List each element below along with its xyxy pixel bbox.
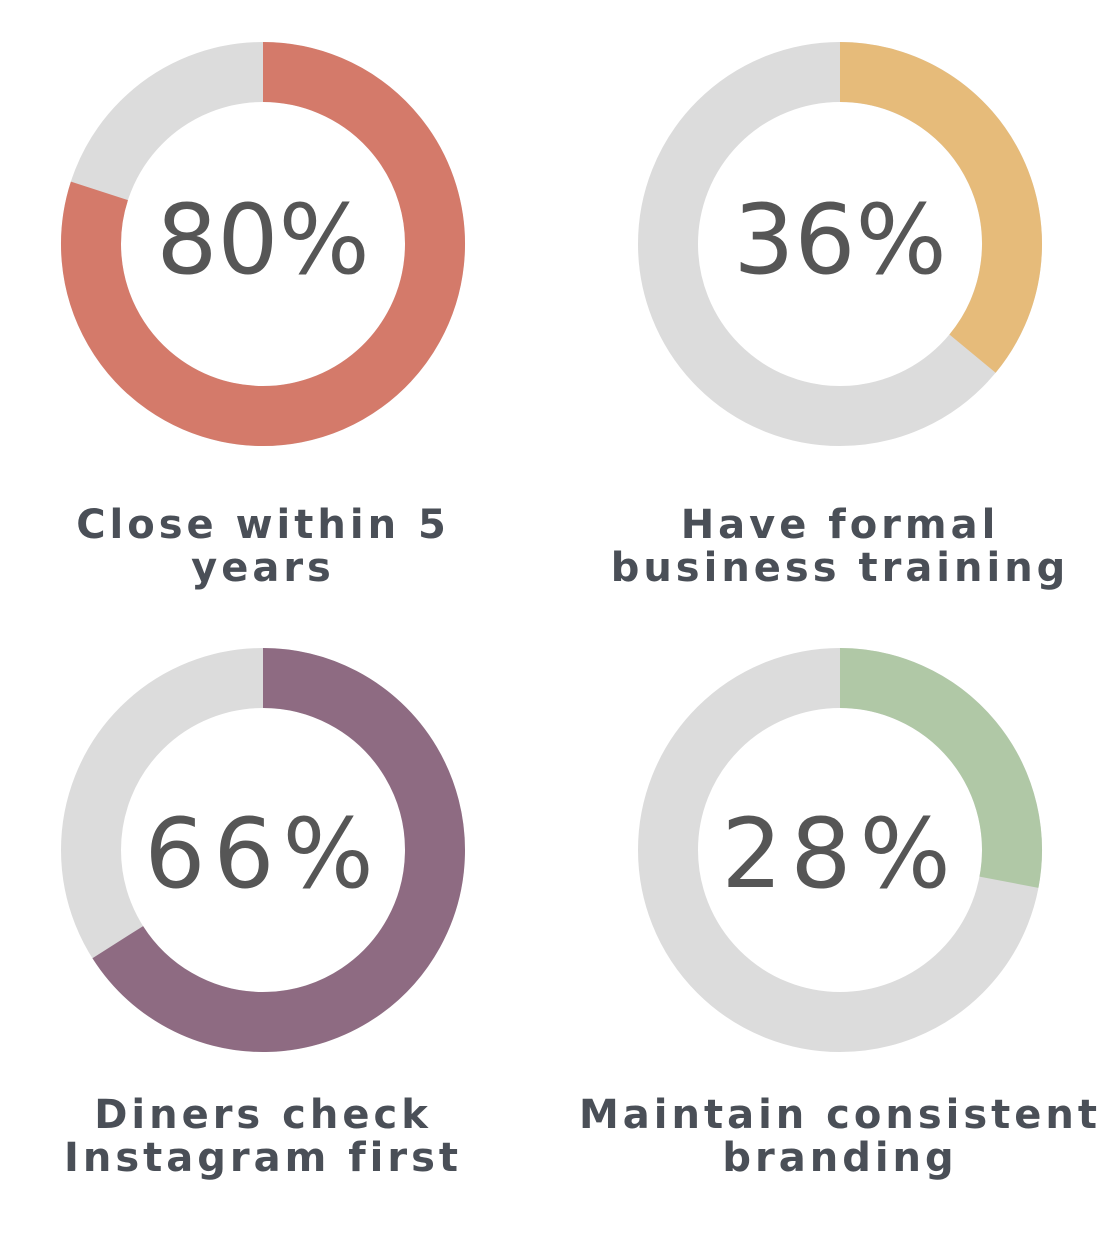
donut-center-percent: 66% xyxy=(144,798,382,910)
donut-center-percent: 36% xyxy=(733,184,947,296)
donut-center-percent: 80% xyxy=(156,184,370,296)
donut-label-line-2: years xyxy=(191,545,335,591)
donut-arc-value xyxy=(839,648,1042,888)
donut-chart-4 xyxy=(638,648,1042,1052)
donut-label-line-2: Instagram first xyxy=(63,1135,462,1181)
donut-arc-value xyxy=(839,42,1042,373)
donut-label: Have formal business training xyxy=(560,504,1117,590)
donut-chart-3 xyxy=(61,648,465,1052)
donut-arc-value xyxy=(92,648,465,1052)
donut-label-line-2: branding xyxy=(722,1135,958,1181)
donut-center-percent: 28% xyxy=(721,798,959,910)
donut-chart-1 xyxy=(61,42,465,446)
donut-label-line-1: Maintain consistent xyxy=(578,1092,1102,1138)
donut-chart-2 xyxy=(638,42,1042,446)
donut-arc-value xyxy=(61,42,465,446)
donut-label-line-1: Have formal xyxy=(680,502,1000,548)
donut-label-line-1: Diners check xyxy=(94,1092,432,1138)
donut-label: Maintain consistent branding xyxy=(560,1094,1117,1180)
donut-label-line-1: Close within 5 xyxy=(76,502,450,548)
donut-label: Close within 5 years xyxy=(0,504,543,590)
donut-label-line-2: business training xyxy=(610,545,1070,591)
donut-label: Diners check Instagram first xyxy=(0,1094,543,1180)
